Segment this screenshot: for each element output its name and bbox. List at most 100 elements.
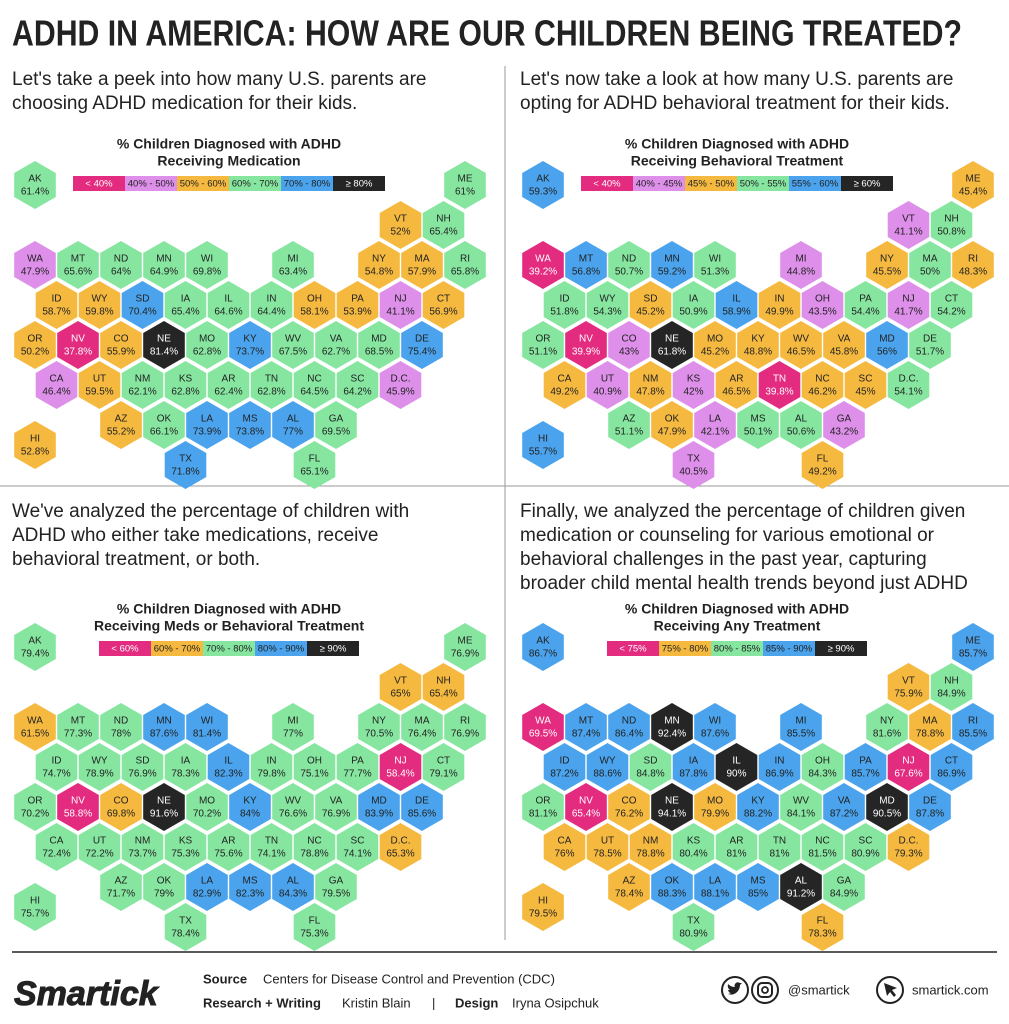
state-abbr: CO (622, 796, 637, 807)
legend-label: ≥ 90% (828, 644, 855, 655)
state-value: 55.2% (107, 427, 135, 438)
state-value: 85.7% (959, 649, 987, 660)
twitter-icon[interactable] (721, 976, 749, 1004)
state-value: 76.2% (615, 809, 643, 820)
research-label: Research + Writing (203, 995, 321, 1010)
state-hex (629, 743, 672, 791)
state-hex (186, 783, 228, 831)
state-abbr: VA (838, 334, 851, 345)
state-value: 54.8% (365, 267, 393, 278)
state-abbr: OH (815, 294, 830, 305)
state-value: 79% (154, 889, 174, 900)
state-hex (293, 823, 336, 871)
state-hex (14, 421, 56, 469)
state-abbr: SD (136, 756, 150, 767)
instagram-icon[interactable] (751, 976, 779, 1004)
state-hex (57, 783, 99, 831)
state-abbr: MS (751, 876, 766, 887)
state-abbr: MI (795, 254, 806, 265)
state-abbr: NC (307, 374, 321, 385)
state-abbr: ND (114, 716, 128, 727)
state-abbr: WA (535, 254, 551, 265)
state-hex (379, 823, 422, 871)
state-hex (250, 361, 293, 409)
state-hex (35, 743, 78, 791)
state-abbr: AK (536, 636, 550, 647)
state-hex (952, 161, 994, 209)
state-hex (672, 281, 715, 329)
state-hex (952, 241, 994, 289)
state-hex (651, 321, 693, 369)
state-hex (543, 743, 586, 791)
state-hex (14, 321, 56, 369)
state-value: 87.2% (550, 769, 578, 780)
state-abbr: TN (773, 836, 786, 847)
state-value: 61.4% (21, 187, 49, 198)
state-hex (379, 281, 422, 329)
state-abbr: VA (330, 334, 343, 345)
state-value: 79.8% (257, 769, 285, 780)
state-hex (629, 361, 672, 409)
state-hex (801, 743, 844, 791)
state-value: 61.5% (21, 729, 49, 740)
legend-swatch (763, 641, 815, 656)
state-hex (186, 703, 228, 751)
state-abbr: VA (330, 796, 343, 807)
state-value: 58.8% (64, 809, 92, 820)
state-value: 39.9% (572, 347, 600, 358)
map-title: % Children Diagnosed with ADHD (117, 136, 341, 152)
state-hex (672, 361, 715, 409)
website[interactable]: smartick.com (912, 982, 989, 997)
state-hex (780, 321, 822, 369)
state-value: 45.8% (830, 347, 858, 358)
state-hex (608, 783, 650, 831)
state-hex (543, 281, 586, 329)
state-abbr: AK (28, 636, 42, 647)
state-abbr: NH (436, 676, 450, 687)
state-abbr: MS (243, 876, 258, 887)
legend-label: < 75% (619, 644, 647, 655)
state-abbr: CO (114, 334, 129, 345)
state-abbr: FL (309, 916, 321, 927)
social-handle[interactable]: @smartick (788, 982, 850, 997)
state-value: 77.7% (343, 769, 371, 780)
state-value: 59.3% (529, 187, 557, 198)
state-value: 77.3% (64, 729, 92, 740)
state-hex (272, 863, 314, 911)
research: Kristin Blain (342, 995, 411, 1010)
web-icon[interactable] (876, 976, 904, 1004)
state-hex (565, 321, 607, 369)
twitter-glyph (727, 982, 742, 995)
state-hex (229, 401, 271, 449)
state-abbr: SD (136, 294, 150, 305)
state-abbr: MN (664, 716, 680, 727)
state-abbr: UT (601, 374, 614, 385)
state-hex (801, 903, 844, 951)
state-value: 55.7% (529, 447, 557, 458)
state-value: 51.1% (615, 427, 643, 438)
state-hex (672, 823, 715, 871)
state-value: 78.5% (593, 849, 621, 860)
legend-swatch (607, 641, 659, 656)
state-value: 64.2% (343, 387, 371, 398)
state-value: 42.1% (701, 427, 729, 438)
state-hex (272, 241, 314, 289)
state-hex (651, 241, 693, 289)
state-abbr: DE (415, 796, 429, 807)
state-hex (715, 281, 758, 329)
state-value: 47.8% (636, 387, 664, 398)
state-value: 81% (769, 849, 789, 860)
state-abbr: PA (351, 294, 364, 305)
state-abbr: CO (622, 334, 637, 345)
legend-swatch (125, 176, 177, 191)
state-value: 94.1% (658, 809, 686, 820)
state-abbr: TN (265, 836, 278, 847)
panel-description: ADHD who either take medications, receiv… (12, 525, 378, 546)
state-abbr: ND (622, 716, 636, 727)
state-hex (57, 703, 99, 751)
state-hex (422, 281, 465, 329)
state-abbr: KS (687, 836, 701, 847)
state-abbr: NM (643, 374, 659, 385)
state-hex (522, 623, 564, 671)
state-abbr: MS (751, 414, 766, 425)
